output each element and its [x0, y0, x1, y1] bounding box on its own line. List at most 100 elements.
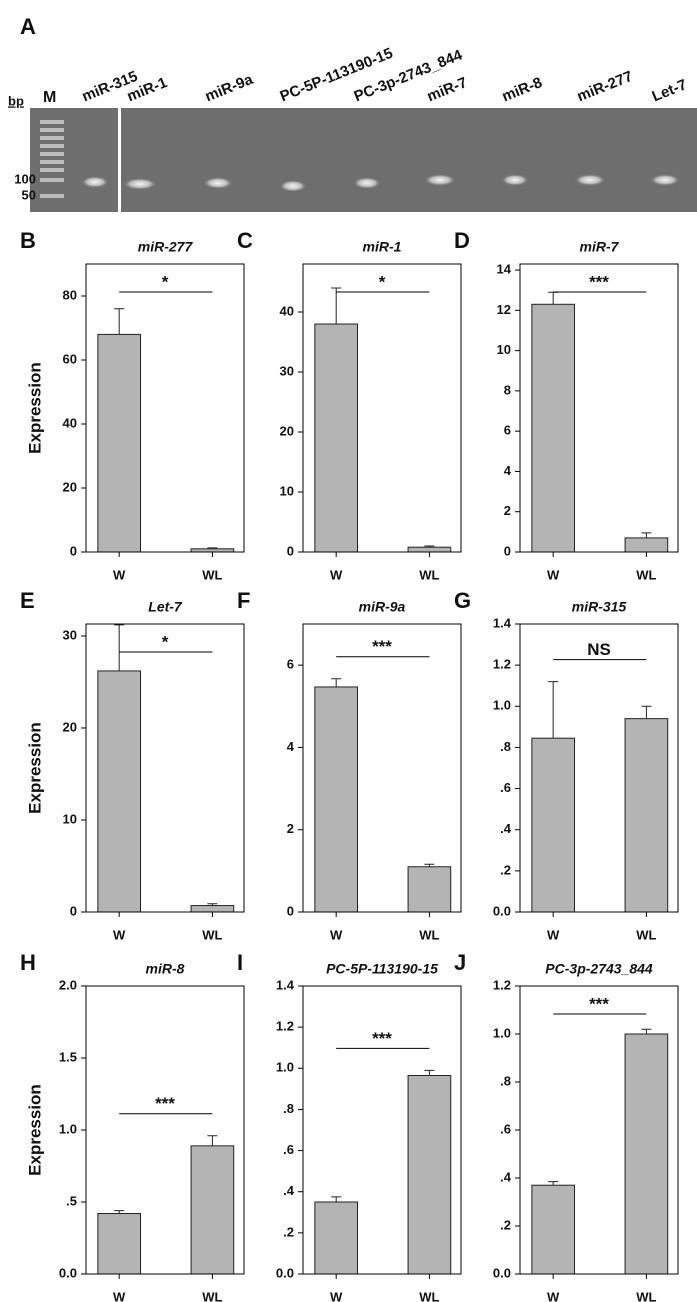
y-tick-label: 10 [280, 483, 294, 498]
bar [624, 718, 669, 913]
plot-frame [302, 623, 462, 913]
panel-label: J [454, 950, 466, 975]
error-bar [207, 547, 218, 549]
y-tick-label: 30 [280, 363, 294, 378]
bar [624, 537, 669, 553]
significance-label: * [162, 632, 169, 651]
error-bar [424, 1069, 435, 1076]
significance-label: *** [155, 1094, 175, 1113]
chart-title: PC-5P-113190-15 [326, 961, 438, 977]
y-tick-label: 0.0 [276, 1265, 294, 1280]
y-tick-label: 30 [63, 627, 77, 642]
y-tick-label: .6 [500, 780, 511, 795]
y-tick-label: 40 [280, 303, 294, 318]
chart-title: miR-1 [363, 239, 402, 255]
ladder-band [40, 152, 64, 156]
ladder-band [40, 144, 64, 148]
y-tick-label: 1.2 [276, 1019, 294, 1034]
y-tick-label: 0.0 [493, 903, 511, 918]
y-tick-label: 2 [504, 503, 511, 518]
chart-title: PC-3p-2743_844 [545, 961, 653, 977]
x-tick-label: W [113, 927, 126, 942]
bar [531, 303, 576, 553]
y-tick-label: 8 [504, 382, 511, 397]
panel-label: C [237, 228, 253, 253]
chart-title: Let-7 [148, 599, 183, 615]
x-tick-label: W [547, 1289, 560, 1302]
chart-title: miR-277 [138, 239, 194, 255]
size-label: 100 [14, 171, 36, 186]
x-tick-label: W [113, 567, 126, 582]
x-tick-label: WL [202, 567, 222, 582]
y-tick-label: 1.4 [276, 977, 295, 992]
y-tick-label: 0 [287, 543, 294, 558]
error-bar [207, 903, 218, 906]
y-axis-label: Expression [25, 362, 44, 454]
panel-label: B [20, 228, 36, 253]
y-tick-label: 1.0 [276, 1060, 294, 1075]
gel-band [203, 177, 233, 189]
error-bar [548, 291, 559, 305]
bar [624, 1033, 669, 1275]
y-tick-label: 2.0 [59, 977, 77, 992]
ladder-band [40, 194, 64, 198]
x-tick-label: WL [636, 1289, 656, 1302]
y-tick-label: 1.5 [59, 1049, 77, 1064]
ladder-band [40, 160, 64, 164]
bar [531, 737, 576, 913]
y-tick-label: .2 [283, 1224, 294, 1239]
ladder-band [40, 136, 64, 140]
y-tick-label: 0 [287, 903, 294, 918]
y-tick-label: 20 [63, 479, 77, 494]
panel-label: G [454, 588, 471, 613]
y-tick-label: 14 [497, 261, 512, 276]
x-tick-label: W [330, 927, 343, 942]
bar [190, 1145, 235, 1275]
y-tick-label: .8 [500, 1073, 511, 1088]
y-tick-label: .4 [500, 1169, 512, 1184]
y-axis-label: Expression [25, 1084, 44, 1176]
gel-band [574, 174, 606, 186]
chart-title: miR-7 [580, 239, 620, 255]
plot-frame [519, 623, 679, 913]
plot-frame [85, 985, 245, 1275]
error-bar [548, 1181, 559, 1186]
significance-label: *** [589, 994, 609, 1013]
gel-band [123, 178, 157, 190]
plot-frame [519, 985, 679, 1275]
y-tick-label: .4 [500, 821, 512, 836]
y-tick-label: .2 [500, 862, 511, 877]
error-bar [641, 532, 652, 538]
bar [314, 323, 359, 553]
y-tick-label: .5 [66, 1193, 77, 1208]
bar [314, 686, 359, 913]
lane-label: miR-7 [425, 74, 470, 105]
y-tick-label: 0.0 [493, 1265, 511, 1280]
gel-band [353, 177, 381, 189]
significance-label: *** [589, 272, 609, 291]
x-tick-label: W [330, 567, 343, 582]
panel-label: H [20, 950, 36, 975]
gel-band [650, 174, 680, 186]
gel-band [424, 174, 456, 186]
gel-band [501, 174, 529, 186]
error-bar [331, 678, 342, 687]
y-tick-label: 0 [70, 903, 77, 918]
ladder-band [40, 168, 64, 172]
y-tick-label: .6 [283, 1142, 294, 1157]
y-axis-label: Expression [25, 722, 44, 814]
y-tick-label: 0 [504, 543, 511, 558]
panel-label: A [20, 14, 36, 39]
error-bar [114, 1210, 125, 1214]
y-tick-label: 4 [287, 739, 295, 754]
y-tick-label: .2 [500, 1217, 511, 1232]
bar [531, 1184, 576, 1275]
bar [190, 905, 235, 913]
y-tick-label: 12 [497, 302, 511, 317]
y-tick-label: .8 [283, 1101, 294, 1116]
x-tick-label: WL [202, 1289, 222, 1302]
y-tick-label: 1.2 [493, 977, 511, 992]
chart-title: miR-9a [359, 599, 406, 615]
plot-frame [302, 985, 462, 1275]
y-tick-label: .6 [500, 1121, 511, 1136]
